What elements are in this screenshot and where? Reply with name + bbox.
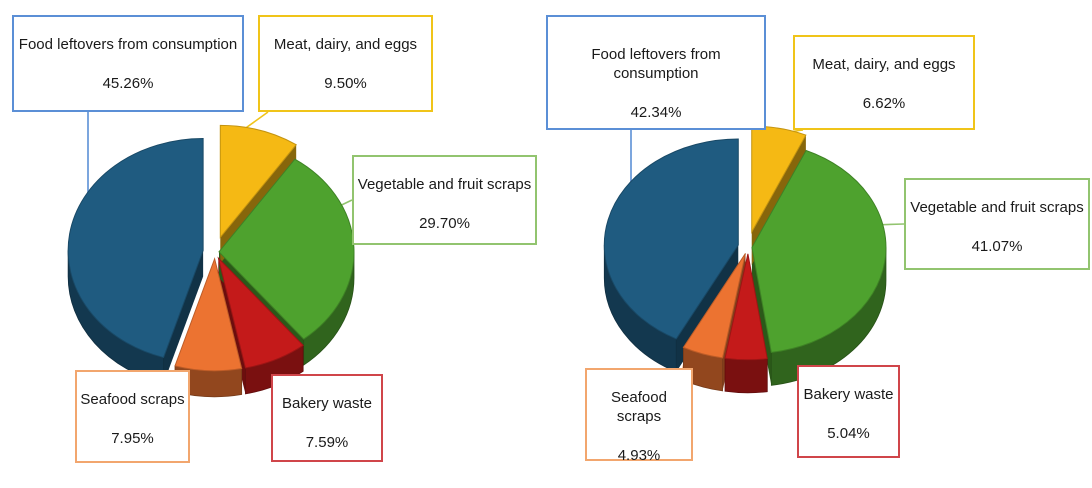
slice-label: Vegetable and fruit scraps xyxy=(357,176,532,193)
callout-food-leftovers-from-consumption: Food leftovers from consumption 45.26% xyxy=(12,15,244,112)
slice-value-label: 4.93% xyxy=(617,447,661,464)
slice-value-label: 7.95% xyxy=(111,430,154,447)
slice-bakery-waste xyxy=(217,256,304,369)
pie-svg xyxy=(603,125,905,394)
slice-value-label: 29.70% xyxy=(419,215,470,232)
callout-meat-dairy-and-eggs: Meat, dairy, and eggs 9.50% xyxy=(258,15,433,112)
slice-value-label: 9.50% xyxy=(324,75,367,92)
callout-bakery-waste: Bakery waste 5.04% xyxy=(797,365,900,458)
pie-chart-left: Food leftovers from consumption 45.26% Mea… xyxy=(12,15,537,463)
callout-vegetable-and-fruit-scraps: Vegetable and fruit scraps 41.07% xyxy=(904,178,1090,270)
slice-label: Vegetable and fruit scraps xyxy=(910,199,1084,216)
callout-seafood-scraps: Seafood scraps 4.93% xyxy=(585,368,693,464)
slice-food-leftovers-from-consumption xyxy=(603,138,739,340)
slice-value-label: 45.26% xyxy=(102,75,154,92)
callout-meat-dairy-and-eggs: Meat, dairy, and eggs 6.62% xyxy=(793,35,975,130)
slice-seafood-scraps xyxy=(682,253,746,359)
slice-value-label: 7.59% xyxy=(305,434,349,451)
slice-label: Bakery waste xyxy=(281,395,373,412)
slice-label: Food leftovers from consumption xyxy=(18,36,238,53)
pie-chart-right: Food leftovers from consumption 42.34% Mea… xyxy=(546,0,1092,488)
slice-cut-vegetable-and-fruit-scraps xyxy=(751,247,772,386)
slice-bakery-waste xyxy=(724,253,768,361)
pie-svg xyxy=(67,111,355,398)
slice-vegetable-and-fruit-scraps xyxy=(751,149,887,353)
slice-label: Seafood scraps xyxy=(80,391,185,408)
slice-label: Meat, dairy, and eggs xyxy=(812,56,956,73)
slice-label: Meat, dairy, and eggs xyxy=(273,36,418,53)
slice-vegetable-and-fruit-scraps xyxy=(218,158,355,340)
slice-label: Seafood scraps xyxy=(611,389,667,425)
slice-label: Food leftovers from consumption xyxy=(591,46,721,82)
callout-bakery-waste: Bakery waste 7.59% xyxy=(271,374,383,462)
slice-value-label: 6.62% xyxy=(862,95,906,112)
slice-food-leftovers-from-consumption xyxy=(67,137,204,359)
slice-side-bakery-waste xyxy=(724,357,768,394)
slice-cut-food-leftovers-from-consumption xyxy=(163,250,204,384)
slice-meat-dairy-and-eggs xyxy=(219,124,297,239)
slice-seafood-scraps xyxy=(174,257,243,372)
callout-food-leftovers-from-consumption: Food leftovers from consumption 42.34% xyxy=(546,15,766,130)
slice-label: Bakery waste xyxy=(803,386,894,403)
slice-value-label: 41.07% xyxy=(971,238,1023,255)
slice-value-label: 42.34% xyxy=(630,104,682,121)
slice-value-label: 5.04% xyxy=(827,425,870,442)
callout-vegetable-and-fruit-scraps: Vegetable and fruit scraps 29.70% xyxy=(352,155,537,245)
callout-seafood-scraps: Seafood scraps 7.95% xyxy=(75,370,190,463)
